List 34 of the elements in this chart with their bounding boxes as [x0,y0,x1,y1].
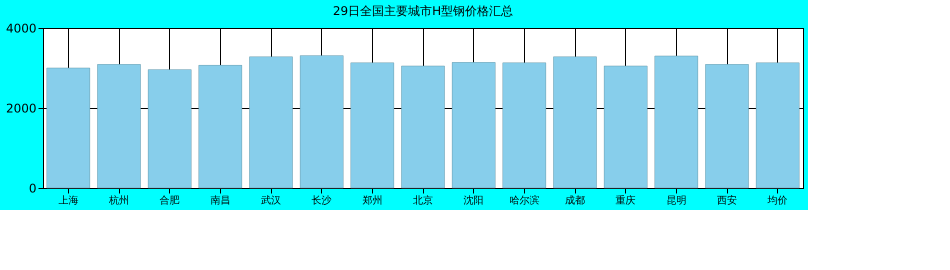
x-tick-label: 沈阳 [464,194,484,206]
x-tick-label: 长沙 [312,194,332,206]
y-tick-label: 2000 [6,102,36,116]
x-tick-label: 武汉 [261,194,281,206]
x-tick-label: 南昌 [210,194,230,206]
x-tick-label: 重庆 [616,194,636,206]
bar [350,62,394,188]
bar [249,56,293,188]
x-tick-label: 成都 [565,194,585,206]
x-tick-label: 哈尔滨 [509,194,540,206]
bar [553,56,597,188]
x-tick-label: 合肥 [160,194,180,206]
x-tick-label: 上海 [58,194,78,206]
x-tick-label: 郑州 [362,194,382,206]
bar [401,66,445,188]
x-tick-label: 西安 [717,194,737,206]
bar [198,64,242,188]
bar [502,62,546,188]
bar [148,69,192,188]
bar [46,68,90,188]
bar [300,55,344,188]
x-tick-label: 昆明 [666,196,686,206]
bar [604,66,648,188]
x-tick-label: 北京 [413,194,433,206]
x-tick-label: 均价 [766,194,788,206]
bar [452,62,496,188]
bar [97,64,141,188]
bar [654,56,698,188]
chart-title: 29日全国主要城市H型钢价格汇总 [332,4,514,18]
bar [756,62,800,188]
x-tick-label: 杭州 [108,194,129,206]
y-tick-label: 4000 [6,22,36,36]
y-tick-label: 0 [28,182,36,196]
bar [705,64,749,188]
